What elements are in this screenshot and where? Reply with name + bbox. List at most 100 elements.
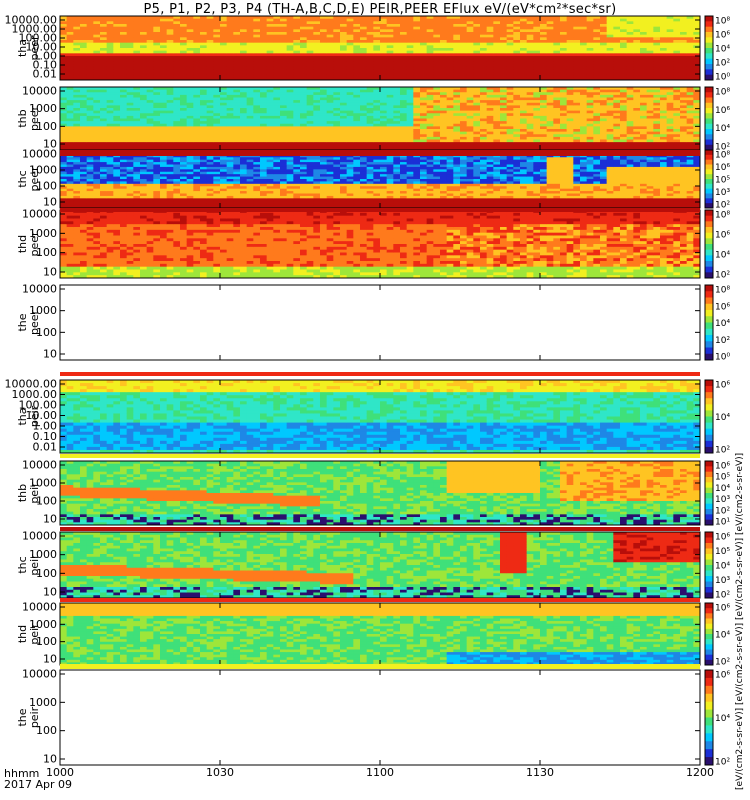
- heatmap-cell: [393, 94, 401, 98]
- heatmap-cell: [220, 77, 228, 81]
- heatmap-cell: [246, 58, 254, 62]
- heatmap-cell: [660, 53, 668, 57]
- heatmap-cell: [433, 64, 441, 68]
- heatmap-cell: [220, 34, 228, 38]
- heatmap-cell: [693, 40, 701, 44]
- heatmap-cell: [620, 110, 628, 114]
- heatmap-cell: [666, 134, 674, 138]
- heatmap-cell: [686, 129, 694, 133]
- heatmap-cell: [60, 191, 68, 194]
- heatmap-cell: [446, 129, 454, 133]
- heatmap-cell: [73, 139, 81, 143]
- heatmap-cell: [460, 97, 468, 101]
- heatmap-cell: [473, 64, 481, 68]
- heatmap-cell: [360, 37, 368, 41]
- heatmap-cell: [453, 94, 461, 98]
- heatmap-cell: [673, 94, 681, 98]
- heatmap-cell: [646, 37, 654, 41]
- heatmap-cell: [353, 136, 361, 140]
- heatmap-cell: [240, 34, 248, 38]
- heatmap-cell: [406, 147, 414, 151]
- heatmap-cell: [513, 110, 521, 114]
- heatmap-cell: [126, 102, 134, 106]
- heatmap-cell: [220, 72, 228, 76]
- heatmap-cell: [206, 97, 214, 101]
- heatmap-cell: [273, 94, 281, 98]
- heatmap-cell: [100, 188, 108, 192]
- heatmap-cell: [620, 24, 628, 28]
- heatmap-cell: [346, 97, 354, 101]
- heatmap-cell: [660, 66, 668, 70]
- heatmap-cell: [253, 48, 261, 52]
- heatmap-cell: [553, 100, 561, 104]
- heatmap-cell: [566, 18, 574, 22]
- heatmap-cell: [506, 144, 514, 148]
- heatmap-cell: [133, 154, 141, 158]
- heatmap-cell: [286, 89, 294, 93]
- heatmap-cell: [293, 108, 301, 112]
- heatmap-cell: [380, 102, 388, 106]
- heatmap-cell: [200, 72, 208, 76]
- heatmap-cell: [100, 162, 108, 165]
- heatmap-cell: [613, 37, 621, 41]
- heatmap-cell: [420, 61, 428, 65]
- heatmap-cell: [693, 69, 701, 73]
- heatmap-cell: [326, 69, 334, 73]
- heatmap-cell: [566, 64, 574, 68]
- heatmap-cell: [153, 42, 161, 46]
- heatmap-cell: [693, 113, 701, 117]
- heatmap-cell: [580, 61, 588, 65]
- heatmap-cell: [373, 139, 381, 143]
- heatmap-cell: [173, 113, 181, 117]
- heatmap-cell: [73, 113, 81, 117]
- heatmap-cell: [346, 40, 354, 44]
- heatmap-cell: [206, 32, 214, 36]
- heatmap-cell: [80, 89, 88, 93]
- heatmap-cell: [186, 37, 194, 41]
- heatmap-cell: [413, 100, 421, 104]
- heatmap-cell: [220, 136, 228, 140]
- heatmap-cell: [533, 69, 541, 73]
- heatmap-cell: [586, 40, 594, 44]
- heatmap-cell: [500, 139, 508, 143]
- heatmap-cell: [93, 203, 101, 206]
- heatmap-cell: [466, 94, 474, 98]
- heatmap-cell: [460, 48, 468, 52]
- heatmap-cell: [506, 72, 514, 76]
- heatmap-cell: [646, 53, 654, 57]
- heatmap-cell: [93, 188, 101, 192]
- heatmap-cell: [520, 136, 528, 140]
- heatmap-cell: [433, 50, 441, 54]
- heatmap-cell: [80, 144, 88, 148]
- heatmap-cell: [566, 50, 574, 54]
- heatmap-cell: [420, 66, 428, 70]
- heatmap-cell: [626, 32, 634, 36]
- heatmap-cell: [60, 121, 68, 125]
- heatmap-cell: [593, 64, 601, 68]
- heatmap-cell: [226, 48, 234, 52]
- heatmap-cell: [153, 115, 161, 119]
- heatmap-cell: [153, 69, 161, 73]
- heatmap-cell: [686, 24, 694, 28]
- heatmap-cell: [466, 110, 474, 114]
- heatmap-cell: [266, 142, 274, 146]
- heatmap-cell: [300, 64, 308, 68]
- heatmap-cell: [513, 26, 521, 30]
- heatmap-cell: [346, 50, 354, 54]
- heatmap-cell: [693, 16, 701, 20]
- heatmap-cell: [166, 18, 174, 22]
- heatmap-cell: [633, 56, 641, 60]
- heatmap-cell: [480, 48, 488, 52]
- heatmap-cell: [580, 16, 588, 20]
- heatmap-cell: [140, 26, 148, 30]
- heatmap-cell: [653, 139, 661, 143]
- heatmap-cell: [253, 142, 261, 146]
- heatmap-cell: [420, 21, 428, 25]
- heatmap-cell: [373, 102, 381, 106]
- heatmap-cell: [66, 159, 74, 163]
- heatmap-cell: [440, 72, 448, 76]
- heatmap-cell: [106, 195, 114, 199]
- heatmap-cell: [486, 136, 494, 140]
- heatmap-cell: [533, 118, 541, 122]
